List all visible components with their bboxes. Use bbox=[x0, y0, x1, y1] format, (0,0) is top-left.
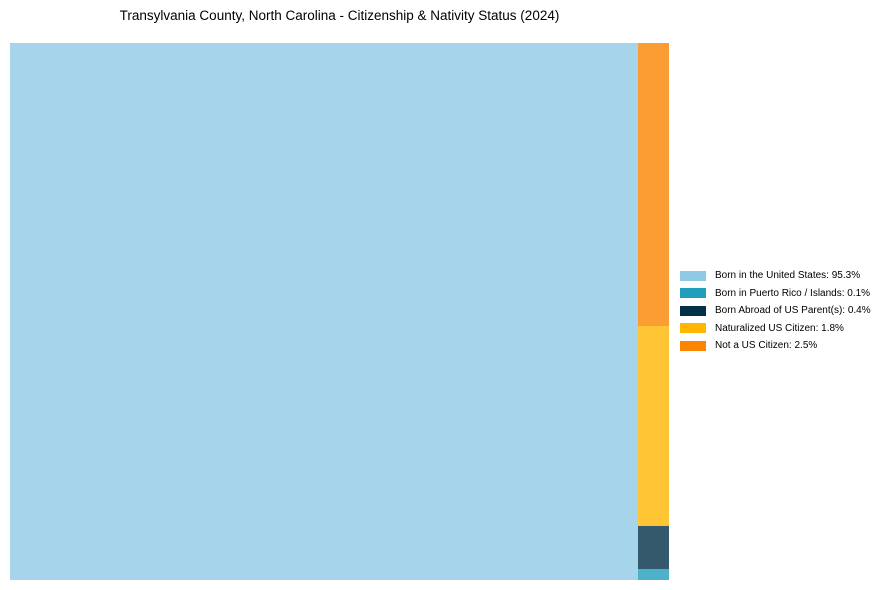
treemap-tile bbox=[638, 326, 669, 526]
legend-swatch-icon bbox=[680, 305, 706, 316]
legend-label: Not a US Citizen: 2.5% bbox=[715, 340, 818, 352]
legend-swatch-icon bbox=[680, 288, 706, 299]
chart-title: Transylvania County, North Carolina - Ci… bbox=[119, 8, 560, 23]
legend-swatch-icon bbox=[680, 270, 706, 281]
legend-item: Born Abroad of US Parent(s): 0.4% bbox=[680, 302, 871, 320]
legend-item: Born in Puerto Rico / Islands: 0.1% bbox=[680, 285, 871, 303]
legend-label: Born in the United States: 95.3% bbox=[715, 270, 861, 282]
legend: Born in the United States: 95.3% Born in … bbox=[680, 267, 871, 355]
legend-item: Not a US Citizen: 2.5% bbox=[680, 337, 871, 355]
treemap bbox=[10, 43, 669, 580]
legend-item: Naturalized US Citizen: 1.8% bbox=[680, 320, 871, 338]
legend-swatch-icon bbox=[680, 323, 706, 334]
treemap-tile bbox=[10, 43, 638, 580]
legend-item: Born in the United States: 95.3% bbox=[680, 267, 871, 285]
treemap-tile bbox=[638, 526, 669, 569]
legend-label: Naturalized US Citizen: 1.8% bbox=[715, 322, 844, 334]
legend-label: Born Abroad of US Parent(s): 0.4% bbox=[715, 305, 871, 317]
legend-label: Born in Puerto Rico / Islands: 0.1% bbox=[715, 287, 871, 299]
treemap-tile bbox=[638, 569, 669, 580]
legend-swatch-icon bbox=[680, 340, 706, 351]
treemap-tile bbox=[638, 43, 669, 326]
